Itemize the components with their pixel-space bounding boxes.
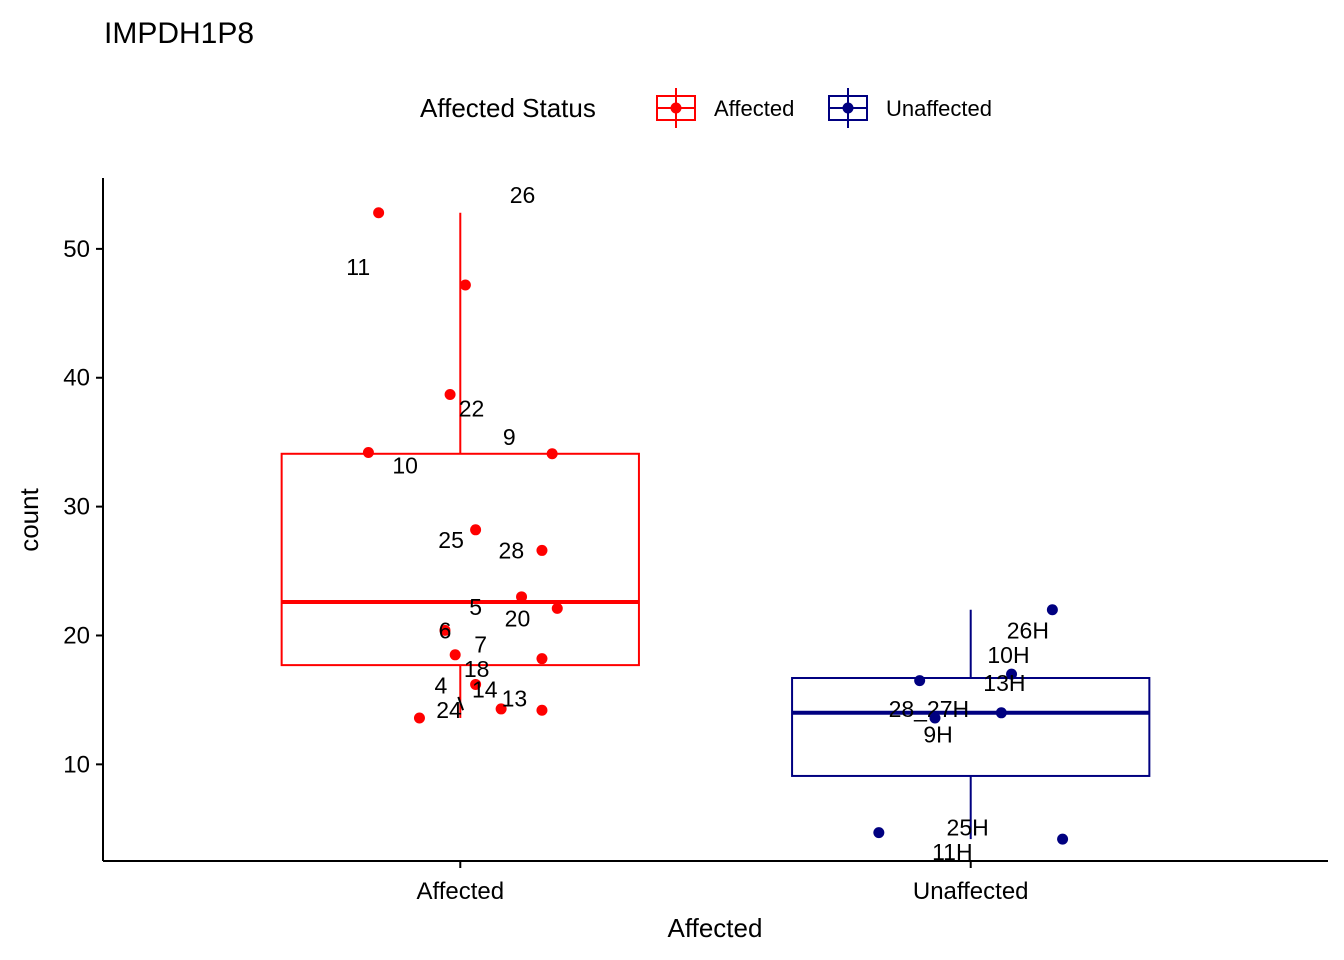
y-tick-label: 50 bbox=[63, 236, 90, 263]
point-label: 18 bbox=[464, 656, 490, 682]
legend-label-affected: Affected bbox=[714, 96, 794, 121]
data-point bbox=[536, 704, 548, 716]
data-point bbox=[373, 207, 385, 219]
x-axis-title: Affected bbox=[668, 913, 763, 943]
y-tick-label: 40 bbox=[63, 365, 90, 392]
point-label: 28 bbox=[499, 537, 525, 563]
point-label: 20 bbox=[505, 606, 531, 632]
series-affected: 26 11 22 10 9 25 28 5 20 6 187 14 24 13 4 bbox=[280, 182, 640, 724]
data-point bbox=[362, 446, 374, 458]
point-label: 9H bbox=[923, 722, 952, 748]
point-label: 24 bbox=[436, 697, 462, 723]
point-label: 11H bbox=[932, 839, 973, 865]
data-point bbox=[536, 653, 548, 665]
data-point bbox=[914, 675, 926, 687]
legend-label-unaffected: Unaffected bbox=[886, 96, 992, 121]
y-tick-label: 30 bbox=[63, 494, 90, 521]
box bbox=[280, 452, 640, 667]
data-point bbox=[444, 388, 456, 400]
point-label: 22 bbox=[459, 396, 485, 422]
data-point bbox=[1057, 833, 1069, 845]
point-label: 28_27H bbox=[889, 696, 970, 722]
data-point bbox=[470, 678, 482, 690]
x-tick-label: Unaffected bbox=[913, 878, 1029, 905]
chart-title: IMPDH1P8 bbox=[104, 17, 254, 50]
point-label: 13H bbox=[983, 670, 1025, 696]
data-point bbox=[495, 703, 507, 715]
point-label: 13 bbox=[502, 686, 528, 712]
data-point bbox=[1046, 604, 1058, 616]
data-point bbox=[470, 524, 482, 536]
label-leader bbox=[457, 696, 465, 711]
data-point bbox=[551, 602, 563, 614]
data-point bbox=[516, 591, 528, 603]
data-point bbox=[546, 448, 558, 460]
legend: Affected Status Affected Unaffected bbox=[420, 88, 992, 128]
point-label: 10H bbox=[987, 642, 1029, 668]
data-point bbox=[449, 649, 461, 661]
point-label: 7 bbox=[474, 632, 487, 658]
point-label: 4 bbox=[434, 673, 447, 699]
data-point bbox=[536, 544, 548, 556]
point-label: 25H bbox=[947, 814, 989, 840]
legend-key-affected bbox=[656, 88, 696, 128]
data-point bbox=[929, 712, 941, 724]
data-point bbox=[873, 827, 885, 839]
x-tick-label: Affected bbox=[416, 878, 504, 905]
point-label: 25 bbox=[438, 527, 464, 553]
point-label: 11 bbox=[346, 254, 370, 280]
x-axis: Affected Unaffected bbox=[103, 860, 1328, 905]
y-tick-label: 10 bbox=[63, 751, 90, 778]
data-point bbox=[439, 624, 451, 636]
data-point bbox=[459, 279, 471, 291]
point-label: 14 bbox=[472, 677, 498, 703]
data-point bbox=[1006, 668, 1018, 680]
box bbox=[791, 677, 1151, 777]
y-axis: 10 20 30 40 50 bbox=[63, 178, 104, 861]
data-point bbox=[995, 707, 1007, 719]
point-label: 5 bbox=[469, 594, 482, 620]
data-point bbox=[413, 712, 425, 724]
y-tick-label: 20 bbox=[63, 622, 90, 649]
point-label: 9 bbox=[503, 424, 516, 450]
point-label: 26 bbox=[510, 182, 536, 208]
y-axis-title: count bbox=[14, 487, 44, 551]
point-label: 10 bbox=[392, 452, 418, 478]
legend-key-unaffected bbox=[828, 88, 868, 128]
legend-title: Affected Status bbox=[420, 93, 596, 123]
point-label: 26H bbox=[1007, 617, 1049, 643]
point-label: 6 bbox=[439, 617, 452, 643]
